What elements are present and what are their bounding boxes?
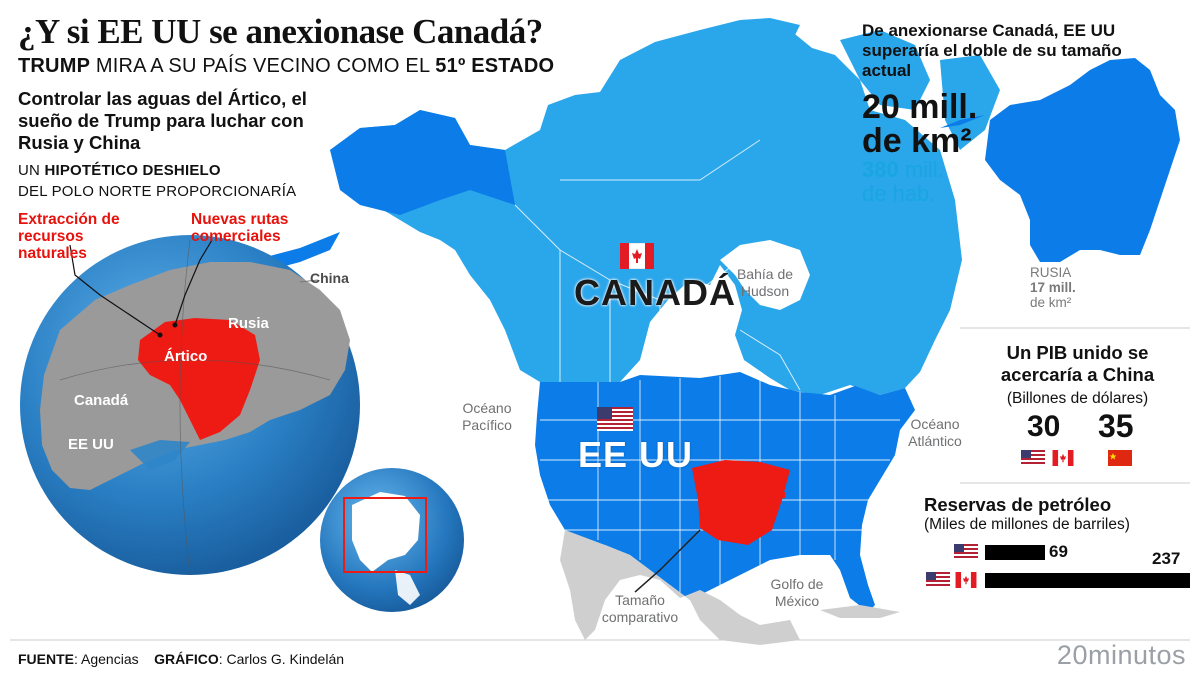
globe-label-china: China (310, 270, 349, 286)
globe-label-eeuu: EE UU (68, 436, 114, 453)
russia-comparison: RUSIA 17 mill. de km² (1030, 265, 1076, 310)
spain-comparative-shape (692, 460, 790, 545)
china-flag-icon (1108, 450, 1132, 466)
canada-landmass (330, 24, 962, 395)
population-value: 380 mill. de hab. (862, 157, 944, 206)
gdp-value-china: 35 (1098, 408, 1134, 444)
canada-map-label: CANADÁ (574, 272, 736, 313)
usa-flag-icon (597, 407, 633, 431)
gdp-value-usa-canada: 30 (1027, 410, 1061, 443)
globe-label-rusia: Rusia (228, 315, 269, 332)
globe-label-canada: Canadá (74, 392, 129, 409)
oil-value-usa: 69 (1049, 542, 1068, 561)
area-mini-map (985, 58, 1180, 262)
callout-natural-resources: Extracción de recursos naturales (18, 211, 120, 262)
spain-comparative-label: Tamaño comparativo (601, 592, 679, 625)
thaw-text: UN HIPOTÉTICO DESHIELO DEL POLO NORTE PR… (18, 162, 297, 200)
mexico (560, 530, 800, 645)
oil-subtitle: (Miles de millones de barriles) (924, 516, 1130, 533)
arctic-zone (138, 318, 260, 440)
gulf-of-mexico-label: Golfo de México (770, 576, 824, 609)
page-title: ¿Y si EE UU se anexionase Canadá? (18, 12, 543, 51)
gdp-title: Un PIB unido se acercaría a China (Billo… (1000, 342, 1155, 407)
oil-value-usa-canada: 237 (1152, 549, 1181, 568)
hudson-bay-label: Bahía de Hudson (736, 266, 794, 299)
usa-map-label: EE UU (578, 434, 694, 475)
page-subtitle: TRUMP MIRA A SU PAÍS VECINO COMO EL 51º … (18, 55, 555, 77)
canada-flag-icon (1052, 450, 1074, 466)
usa-flag-icon (926, 572, 950, 588)
usa-flag-icon (1021, 450, 1045, 466)
alaska (330, 110, 515, 215)
canada-flag-icon (955, 572, 977, 588)
atlantic-ocean-label: Océano Atlántico (908, 416, 962, 449)
canada-flag-icon (620, 243, 654, 269)
oil-title: Reservas de petróleo (924, 494, 1112, 515)
oil-bar-usa (985, 545, 1045, 560)
footer-credits: FUENTE: Agencias GRÁFICO: Carlos G. Kind… (18, 651, 345, 667)
callout-trade-routes: Nuevas rutas comerciales (191, 211, 289, 245)
area-panel-text: De anexionarse Canadá, EE UU superaría e… (862, 21, 1122, 80)
usa-flag-icon (954, 544, 978, 560)
arctic-heading: Controlar las aguas del Ártico, el sueño… (18, 88, 307, 153)
brand-logo: 20minutos (1056, 640, 1186, 670)
oil-bar-usa-canada (985, 573, 1190, 588)
globe-label-artico: Ártico (164, 348, 208, 365)
pacific-ocean-label: Océano Pacífico (462, 400, 512, 433)
area-value: 20 mill. de km² (862, 88, 978, 160)
